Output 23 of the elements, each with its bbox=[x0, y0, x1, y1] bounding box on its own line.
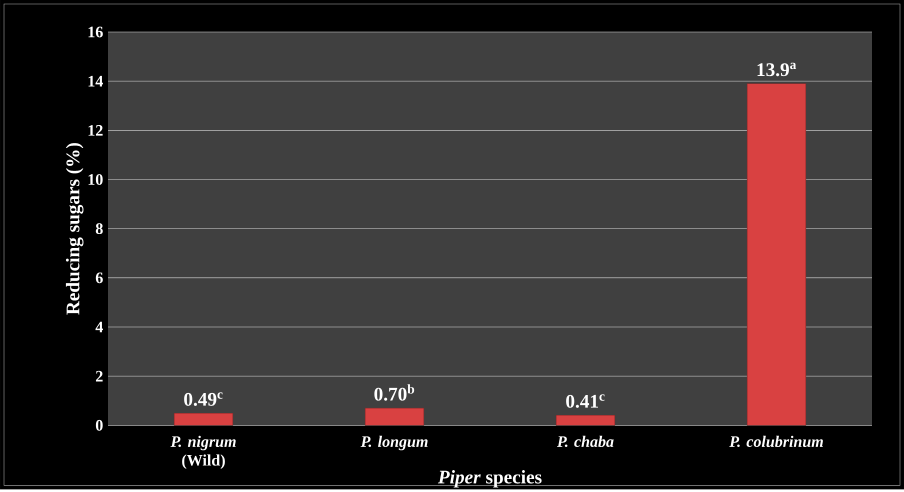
x-axis-title: Piper species bbox=[438, 470, 542, 488]
x-tick-label: P. colubrinum bbox=[729, 436, 823, 448]
bar bbox=[364, 408, 424, 426]
y-tick-label: 8 bbox=[96, 223, 103, 234]
y-tick-label: 14 bbox=[88, 76, 103, 86]
x-tick-label: P. nigrum (Wild) bbox=[170, 436, 236, 469]
x-tick-label: P. longum bbox=[360, 436, 428, 450]
bar bbox=[556, 415, 615, 426]
y-tick-label: 4 bbox=[96, 322, 103, 332]
bar bbox=[746, 83, 806, 426]
y-tick-label: 12 bbox=[88, 125, 103, 136]
x-tick-label: P. chaba bbox=[556, 436, 614, 448]
data-label: 13.9$^{a}$ bbox=[758, 62, 796, 76]
data-label: 0.41$^{c}$ bbox=[566, 394, 605, 408]
y-tick-label: 0 bbox=[96, 420, 103, 431]
y-tick-label: 2 bbox=[96, 370, 103, 382]
y-axis-title: Reducing sugars (%) bbox=[66, 143, 84, 315]
y-tick-label: 16 bbox=[88, 26, 103, 38]
y-tick-label: 10 bbox=[88, 174, 103, 185]
data-label: 0.49$^{c}$ bbox=[184, 392, 223, 406]
bar bbox=[174, 413, 233, 426]
data-label: 0.70$^{b}$ bbox=[374, 384, 414, 401]
y-tick-label: 6 bbox=[96, 272, 103, 284]
